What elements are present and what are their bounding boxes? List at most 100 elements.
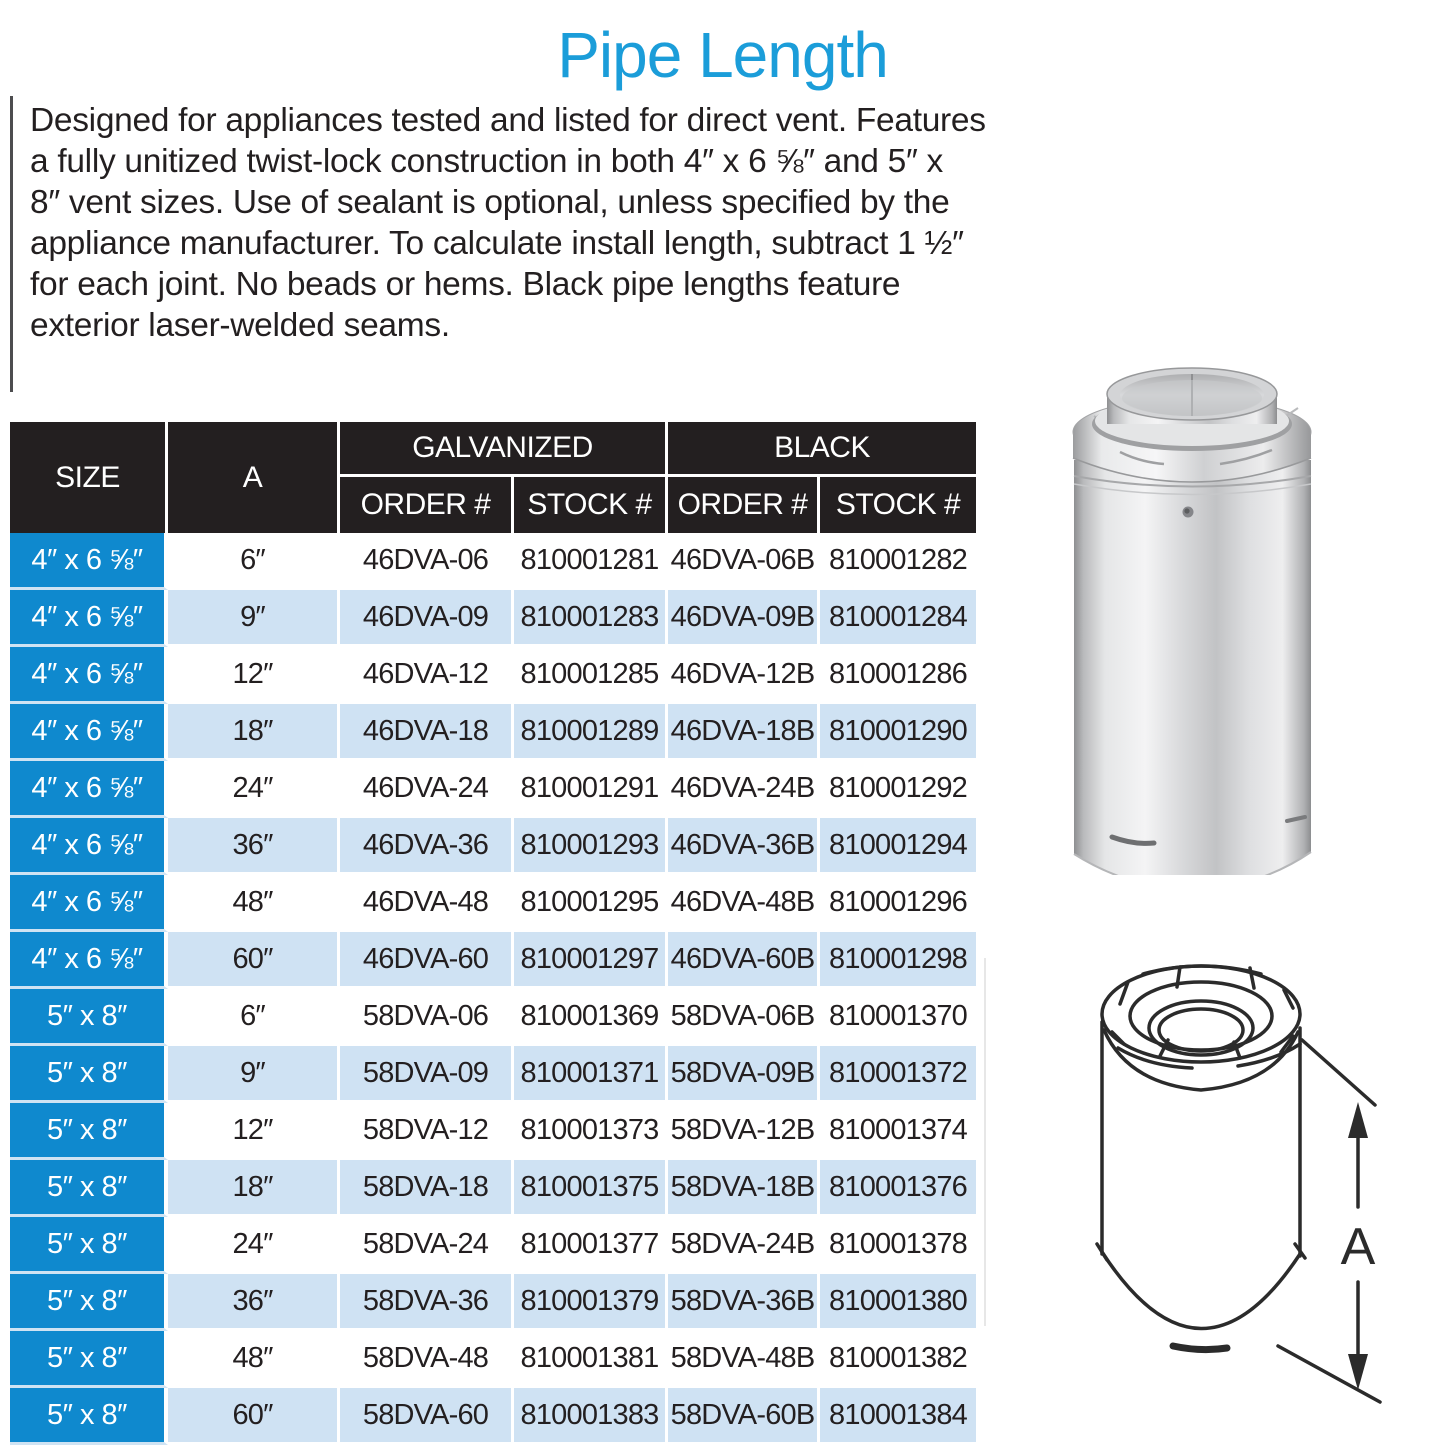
- header-black-stock: STOCK #: [820, 477, 977, 533]
- cell-black-order: 58DVA-12B: [668, 1103, 821, 1160]
- cell-galv-order: 46DVA-24: [340, 761, 514, 818]
- table-row: 4″ x 6 ⅝″ 36″ 46DVA-36 810001293 46DVA-36B 81…: [10, 818, 977, 875]
- cell-a: 12″: [168, 1103, 340, 1160]
- cell-black-stock: 810001296: [820, 875, 977, 932]
- dimension-label-a: A: [1341, 1218, 1376, 1276]
- header-black: BLACK: [668, 422, 977, 477]
- cell-galv-order: 58DVA-24: [340, 1217, 514, 1274]
- pipe-table-body: 4″ x 6 ⅝″ 6″ 46DVA-06 810001281 46DVA-06B 810…: [10, 533, 977, 1445]
- cell-a: 36″: [168, 818, 340, 875]
- cell-black-stock: 810001378: [820, 1217, 977, 1274]
- table-row: 5″ x 8″ 18″ 58DVA-18 810001375 58DVA-18B 8100…: [10, 1160, 977, 1217]
- table-row: 4″ x 6 ⅝″ 60″ 46DVA-60 810001297 46DVA-60B 81…: [10, 932, 977, 989]
- cell-size: 4″ x 6 ⅝″: [10, 818, 168, 875]
- cell-size: 5″ x 8″: [10, 1331, 168, 1388]
- header-a: A: [168, 422, 340, 533]
- cell-galv-order: 58DVA-18: [340, 1160, 514, 1217]
- header-size: SIZE: [10, 422, 168, 533]
- cell-galv-stock: 810001283: [514, 590, 669, 647]
- cell-size: 4″ x 6 ⅝″: [10, 761, 168, 818]
- cell-galv-order: 58DVA-48: [340, 1331, 514, 1388]
- table-header: SIZE A GALVANIZED BLACK ORDER # STOCK # …: [10, 422, 977, 533]
- galvanized-pipe-photo: [1072, 367, 1312, 875]
- cell-a: 24″: [168, 1217, 340, 1274]
- cell-black-order: 46DVA-12B: [668, 647, 821, 704]
- cell-a: 9″: [168, 1046, 340, 1103]
- table-row: 4″ x 6 ⅝″ 24″ 46DVA-24 810001291 46DVA-24B 81…: [10, 761, 977, 818]
- cell-a: 6″: [168, 533, 340, 590]
- cell-galv-stock: 810001373: [514, 1103, 669, 1160]
- cell-black-order: 46DVA-60B: [668, 932, 821, 989]
- table-row: 5″ x 8″ 6″ 58DVA-06 810001369 58DVA-06B 81000…: [10, 989, 977, 1046]
- table-row: 4″ x 6 ⅝″ 6″ 46DVA-06 810001281 46DVA-06B 810…: [10, 533, 977, 590]
- cell-galv-stock: 810001377: [514, 1217, 669, 1274]
- cell-black-order: 46DVA-48B: [668, 875, 821, 932]
- cell-size: 4″ x 6 ⅝″: [10, 932, 168, 989]
- header-galv-order: ORDER #: [340, 477, 514, 533]
- cell-black-order: 46DVA-06B: [668, 533, 821, 590]
- cell-black-order: 46DVA-36B: [668, 818, 821, 875]
- cell-size: 5″ x 8″: [10, 1103, 168, 1160]
- cell-black-stock: 810001294: [820, 818, 977, 875]
- cell-size: 5″ x 8″: [10, 1160, 168, 1217]
- cell-black-order: 58DVA-36B: [668, 1274, 821, 1331]
- cell-black-order: 58DVA-06B: [668, 989, 821, 1046]
- cell-black-order: 46DVA-24B: [668, 761, 821, 818]
- cell-size: 5″ x 8″: [10, 1046, 168, 1103]
- cell-a: 48″: [168, 875, 340, 932]
- table-row: 4″ x 6 ⅝″ 9″ 46DVA-09 810001283 46DVA-09B 810…: [10, 590, 977, 647]
- cell-galv-order: 58DVA-12: [340, 1103, 514, 1160]
- cell-black-order: 46DVA-09B: [668, 590, 821, 647]
- pipe-dimension-diagram: A: [1095, 964, 1382, 1404]
- table-row: 5″ x 8″ 60″ 58DVA-60 810001383 58DVA-60B 8100…: [10, 1388, 977, 1445]
- cell-galv-stock: 810001371: [514, 1046, 669, 1103]
- page-title: Pipe Length: [557, 19, 889, 91]
- cell-black-stock: 810001292: [820, 761, 977, 818]
- cell-galv-order: 46DVA-12: [340, 647, 514, 704]
- cell-black-order: 58DVA-09B: [668, 1046, 821, 1103]
- cell-black-stock: 810001282: [820, 533, 977, 590]
- header-black-order: ORDER #: [668, 477, 821, 533]
- cell-size: 5″ x 8″: [10, 1217, 168, 1274]
- cell-galv-order: 46DVA-48: [340, 875, 514, 932]
- cell-galv-stock: 810001291: [514, 761, 669, 818]
- table-row: 5″ x 8″ 24″ 58DVA-24 810001377 58DVA-24B 8100…: [10, 1217, 977, 1274]
- table-row: 5″ x 8″ 12″ 58DVA-12 810001373 58DVA-12B 8100…: [10, 1103, 977, 1160]
- cell-a: 48″: [168, 1331, 340, 1388]
- cell-a: 60″: [168, 1388, 340, 1445]
- cell-galv-order: 58DVA-06: [340, 989, 514, 1046]
- cell-galv-order: 58DVA-36: [340, 1274, 514, 1331]
- cell-size: 4″ x 6 ⅝″: [10, 704, 168, 761]
- left-rule-divider: [10, 96, 13, 392]
- cell-a: 24″: [168, 761, 340, 818]
- table-row: 5″ x 8″ 48″ 58DVA-48 810001381 58DVA-48B 8100…: [10, 1331, 977, 1388]
- table-row: 5″ x 8″ 9″ 58DVA-09 810001371 58DVA-09B 81000…: [10, 1046, 977, 1103]
- cell-size: 4″ x 6 ⅝″: [10, 590, 168, 647]
- cell-black-stock: 810001284: [820, 590, 977, 647]
- cell-a: 6″: [168, 989, 340, 1046]
- table-row: 4″ x 6 ⅝″ 12″ 46DVA-12 810001285 46DVA-12B 81…: [10, 647, 977, 704]
- cell-galv-stock: 810001375: [514, 1160, 669, 1217]
- header-galvanized: GALVANIZED: [340, 422, 669, 477]
- cell-galv-stock: 810001369: [514, 989, 669, 1046]
- cell-size: 5″ x 8″: [10, 1274, 168, 1331]
- cell-galv-order: 46DVA-18: [340, 704, 514, 761]
- cell-galv-stock: 810001297: [514, 932, 669, 989]
- table-row: 5″ x 8″ 36″ 58DVA-36 810001379 58DVA-36B 8100…: [10, 1274, 977, 1331]
- cell-black-stock: 810001376: [820, 1160, 977, 1217]
- cell-black-stock: 810001372: [820, 1046, 977, 1103]
- product-description: Designed for appliances tested and liste…: [30, 102, 986, 344]
- cell-galv-stock: 810001379: [514, 1274, 669, 1331]
- cell-size: 5″ x 8″: [10, 989, 168, 1046]
- cell-a: 9″: [168, 590, 340, 647]
- cell-black-order: 58DVA-48B: [668, 1331, 821, 1388]
- cell-galv-stock: 810001381: [514, 1331, 669, 1388]
- cell-galv-stock: 810001295: [514, 875, 669, 932]
- cell-black-stock: 810001290: [820, 704, 977, 761]
- cell-galv-order: 58DVA-60: [340, 1388, 514, 1445]
- cell-galv-stock: 810001383: [514, 1388, 669, 1445]
- cell-galv-order: 46DVA-60: [340, 932, 514, 989]
- cell-galv-stock: 810001289: [514, 704, 669, 761]
- cell-size: 4″ x 6 ⅝″: [10, 647, 168, 704]
- table-row: 4″ x 6 ⅝″ 18″ 46DVA-18 810001289 46DVA-18B 81…: [10, 704, 977, 761]
